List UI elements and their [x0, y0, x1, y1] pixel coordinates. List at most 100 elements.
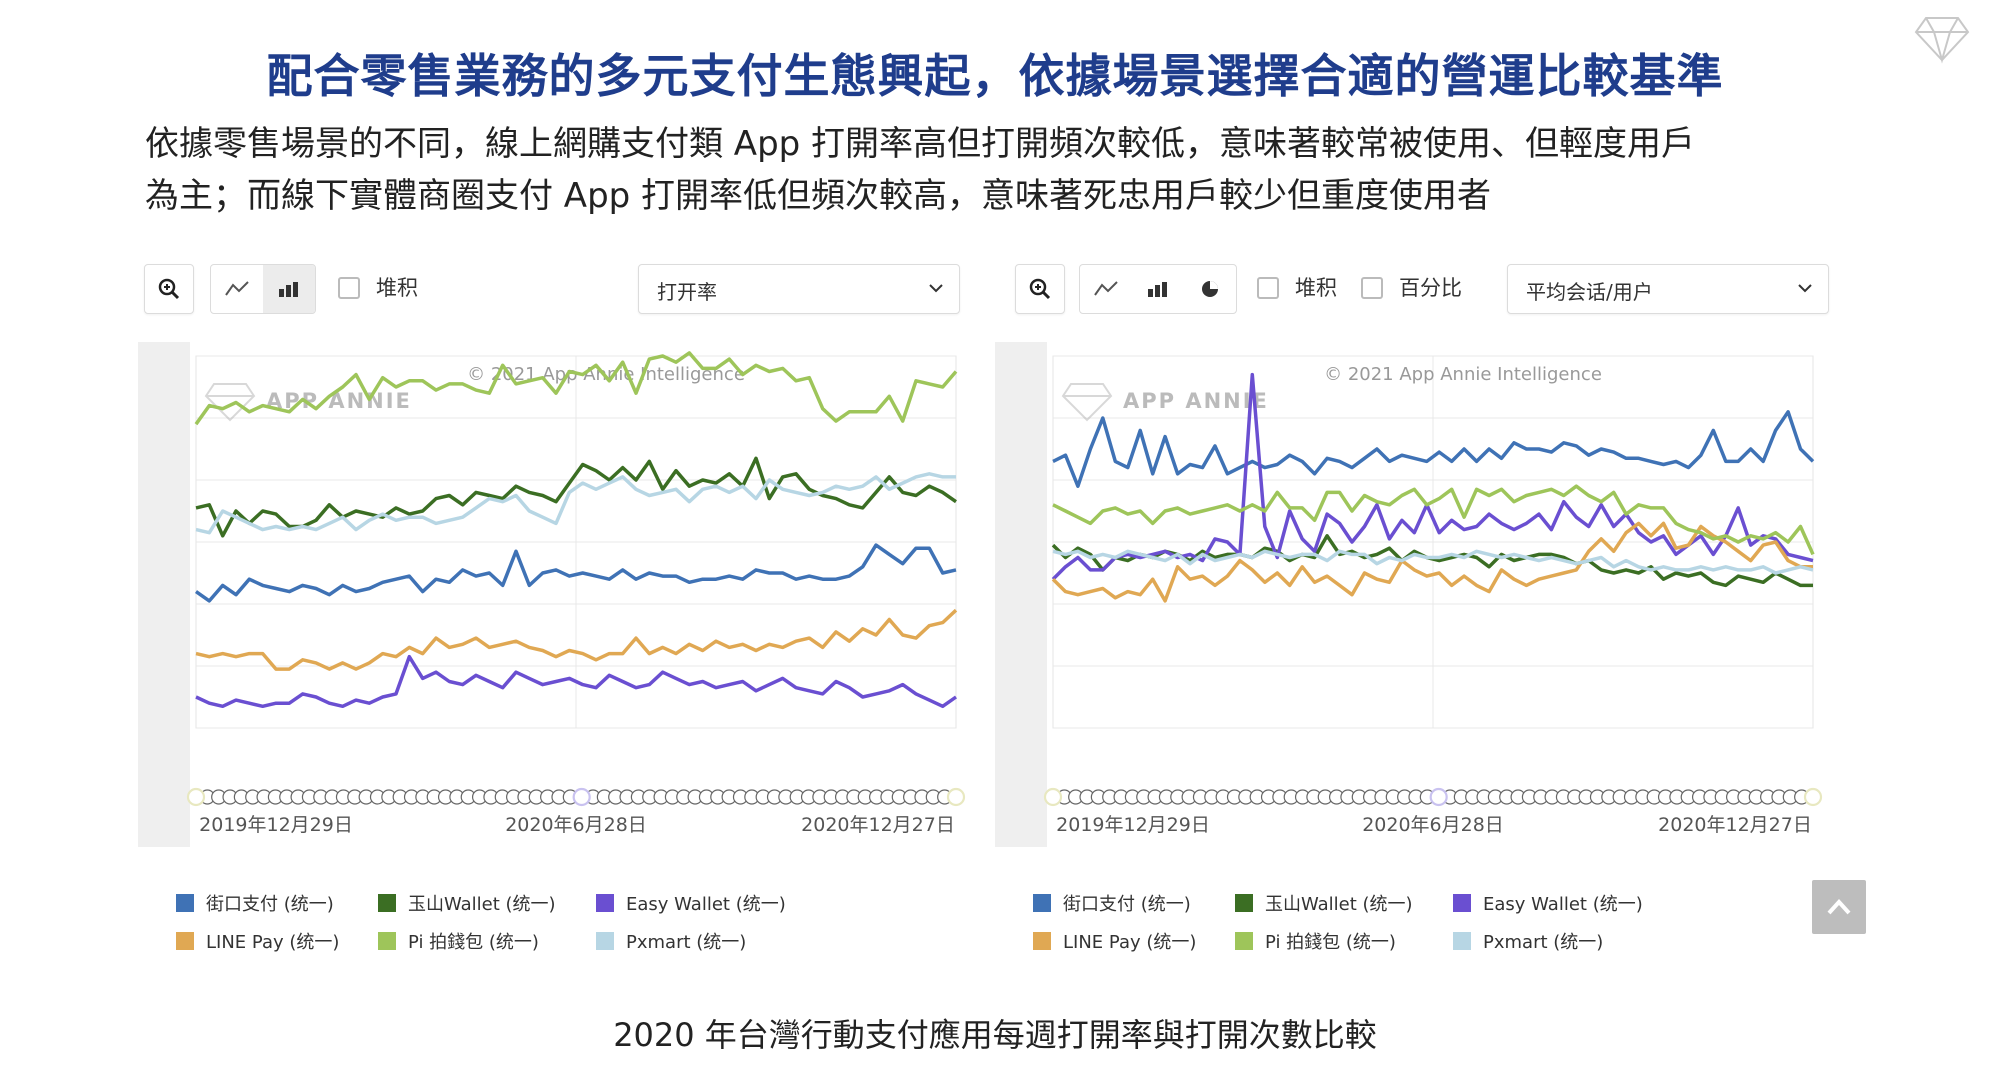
zoom-button[interactable]: [1015, 264, 1065, 314]
legend-item[interactable]: Pxmart (统一): [1453, 928, 1603, 954]
pie-chart-button[interactable]: [1184, 265, 1236, 313]
navigator-handle[interactable]: [186, 787, 206, 807]
legend-swatch: [1033, 932, 1051, 950]
series-line-6: [195, 472, 956, 535]
stack-checkbox[interactable]: [338, 277, 360, 299]
side-strip: [138, 342, 190, 847]
side-strip: [995, 342, 1047, 847]
legend-item[interactable]: LINE Pay (统一): [1033, 928, 1196, 954]
legend-label: 街口支付 (统一): [1063, 894, 1191, 915]
legend-swatch: [596, 894, 614, 912]
page-title: 配合零售業務的多元支付生態興起，依據場景選擇合適的營運比較基準: [266, 49, 1724, 103]
navigator-handle[interactable]: [946, 787, 966, 807]
line-chart-button[interactable]: [211, 265, 263, 313]
bar-chart-button[interactable]: [1132, 265, 1184, 313]
chart-type-toggle: [1079, 264, 1237, 314]
scroll-to-top-button[interactable]: [1812, 880, 1866, 934]
chart-area: © 2021 App Annie Intelligence APP ANNIE 20…: [138, 342, 988, 902]
legend-item[interactable]: 街口支付 (统一): [176, 890, 334, 916]
legend-swatch: [1235, 932, 1253, 950]
series-line-6: [1052, 549, 1814, 575]
legend-swatch: [1033, 894, 1051, 912]
x-tick-label: 2020年12月27日: [1658, 814, 1812, 836]
legend-label: Pi 拍錢包 (统一): [408, 932, 539, 953]
legend-label: LINE Pay (统一): [206, 932, 340, 953]
zoom-in-icon: [1029, 278, 1051, 300]
line-chart-button[interactable]: [1080, 265, 1132, 313]
series-line-1: [1052, 410, 1815, 488]
series-line-5: [194, 351, 958, 426]
stack-checkbox[interactable]: [1257, 277, 1279, 299]
legend-item[interactable]: Pxmart (统一): [596, 928, 746, 954]
legend-label: 玉山Wallet (统一): [408, 894, 556, 915]
metric-select[interactable]: 打开率: [638, 264, 960, 314]
chevron-up-icon: [1827, 899, 1851, 915]
percent-checkbox[interactable]: [1361, 277, 1383, 299]
zoom-in-icon: [158, 278, 180, 300]
bar-chart-icon: [1148, 282, 1167, 297]
legend-item[interactable]: LINE Pay (统一): [176, 928, 339, 954]
x-tick-label: 2020年12月27日: [801, 814, 955, 836]
zoom-button[interactable]: [144, 264, 194, 314]
legend-label: 玉山Wallet (统一): [1265, 894, 1413, 915]
time-navigator[interactable]: [1043, 787, 1823, 807]
legend-swatch: [378, 932, 396, 950]
metric-select-value: 打开率: [657, 280, 717, 304]
x-tick-label: 2020年6月28日: [505, 814, 647, 836]
chevron-down-icon: [929, 284, 943, 293]
pie-chart-icon: [1202, 281, 1218, 297]
legend-item[interactable]: Pi 拍錢包 (统一): [1235, 928, 1396, 954]
legend-swatch: [596, 932, 614, 950]
legend-item[interactable]: Pi 拍錢包 (统一): [378, 928, 539, 954]
chart-area: © 2021 App Annie Intelligence APP ANNIE 20…: [995, 342, 1845, 902]
line-chart-icon: [225, 281, 249, 296]
legend-label: Pxmart (统一): [1483, 932, 1604, 953]
legend-label: Easy Wallet (统一): [626, 894, 786, 915]
line-chart-icon: [1094, 281, 1118, 296]
legend-label: Pi 拍錢包 (统一): [1265, 932, 1396, 953]
chart-toolbar: 堆积 百分比 平均会话/用户: [995, 262, 1845, 314]
series-line-4: [1051, 521, 1813, 603]
navigator-handle[interactable]: [1803, 787, 1823, 807]
legend-item[interactable]: 玉山Wallet (统一): [378, 890, 556, 916]
chevron-down-icon: [1798, 284, 1812, 293]
legend-swatch: [176, 894, 194, 912]
app-annie-logo-text: APP ANNIE: [266, 389, 412, 413]
figure-caption: 2020 年台灣行動支付應用每週打開率與打開次數比較: [613, 1016, 1377, 1054]
stack-label: 堆积: [1295, 276, 1337, 300]
x-tick-label: 2019年12月29日: [1056, 814, 1210, 836]
legend-item[interactable]: Easy Wallet (统一): [596, 890, 786, 916]
time-navigator[interactable]: [186, 787, 966, 807]
chart-type-toggle: [210, 264, 316, 314]
legend-label: Pxmart (统一): [626, 932, 747, 953]
bar-chart-button[interactable]: [263, 265, 315, 313]
legend-swatch: [378, 894, 396, 912]
legend-item[interactable]: 街口支付 (统一): [1033, 890, 1191, 916]
legend-swatch: [176, 932, 194, 950]
legend-item[interactable]: Easy Wallet (统一): [1453, 890, 1643, 916]
legend-swatch: [1235, 894, 1253, 912]
series-line-2: [195, 456, 958, 538]
legend-label: 街口支付 (统一): [206, 894, 334, 915]
legend-item[interactable]: 玉山Wallet (统一): [1235, 890, 1413, 916]
series-line-4: [195, 608, 958, 671]
legend-swatch: [1453, 932, 1471, 950]
subtitle-line-2: 為主；而線下實體商圈支付 App 打開率低但頻次較高，意味著死忠用戶較少但重度使…: [145, 176, 1492, 216]
x-tick-label: 2019年12月29日: [199, 814, 353, 836]
legend-label: LINE Pay (统一): [1063, 932, 1197, 953]
metric-select-value: 平均会话/用户: [1526, 280, 1653, 304]
navigator-handle[interactable]: [1429, 787, 1448, 807]
subtitle-line-1: 依據零售場景的不同，線上網購支付類 App 打開率高但打開頻次較低，意味著較常被…: [145, 124, 1696, 164]
metric-select[interactable]: 平均会话/用户: [1507, 264, 1829, 314]
navigator-handle[interactable]: [572, 787, 591, 807]
subtitle: 依據零售場景的不同，線上網購支付類 App 打開率高但打開頻次較低，意味著較常被…: [145, 118, 1845, 222]
line-chart-sessions-per-user: © 2021 App Annie Intelligence APP ANNIE 20…: [1043, 355, 1823, 836]
chart-panel-sessions-per-user: 堆积 百分比 平均会话/用户 © 2021 App Annie Intellig…: [995, 262, 1845, 954]
watermark-text: © 2021 App Annie Intelligence: [1324, 364, 1602, 385]
diamond-logo-icon: [1914, 17, 1970, 64]
navigator-handle[interactable]: [1043, 787, 1063, 807]
series-line-3: [195, 654, 958, 709]
stack-label: 堆积: [376, 276, 418, 300]
chart-toolbar: 堆积 打开率: [138, 262, 988, 314]
